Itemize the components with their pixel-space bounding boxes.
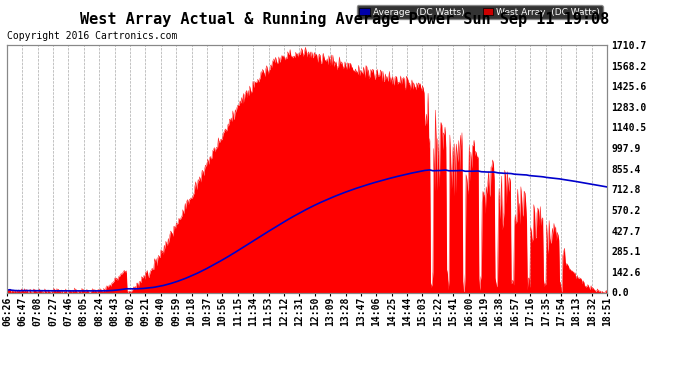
Text: West Array Actual & Running Average Power Sun Sep 11 19:08: West Array Actual & Running Average Powe… xyxy=(80,11,610,27)
Legend: Average  (DC Watts), West Array  (DC Watts): Average (DC Watts), West Array (DC Watts… xyxy=(357,5,602,20)
Text: Copyright 2016 Cartronics.com: Copyright 2016 Cartronics.com xyxy=(7,32,177,41)
